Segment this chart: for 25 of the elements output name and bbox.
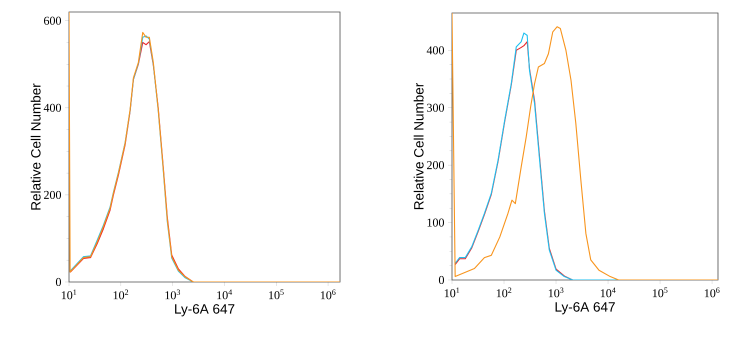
x-tick-label: 10$^{1}$ bbox=[444, 288, 460, 298]
x-axis-title: Ly-6A 647 bbox=[556, 302, 615, 314]
y-tick-label: 600 bbox=[44, 16, 62, 25]
x-tick-label: 10$^{1}$ bbox=[62, 290, 76, 300]
x-tick-label: 10$^{6}$ bbox=[704, 288, 720, 298]
x-tick-label: 10$^{5}$ bbox=[652, 288, 668, 298]
x-tick-label: 10$^{2}$ bbox=[496, 288, 512, 298]
y-tick-label: 400 bbox=[426, 46, 444, 54]
x-axis-title: Ly-6A 647 bbox=[175, 304, 234, 316]
y-tick-label: 0 bbox=[438, 276, 444, 284]
y-tick-label: 400 bbox=[44, 104, 62, 112]
y-tick-label: 200 bbox=[427, 161, 444, 170]
y-tick-label: 200 bbox=[44, 190, 62, 199]
x-tick-label: 10$^{6}$ bbox=[320, 290, 336, 300]
y-tick-label: 0 bbox=[56, 278, 62, 286]
y-axis-title: Relative Cell Number bbox=[30, 83, 41, 210]
x-tick-label: 10$^{3}$ bbox=[548, 288, 564, 298]
y-tick-label: 300 bbox=[427, 104, 444, 112]
y-tick-label: 100 bbox=[428, 218, 444, 227]
x-tick-label: 10$^{4}$ bbox=[217, 290, 232, 300]
y-axis-title: Relative Cell Number bbox=[414, 82, 424, 210]
x-tick-label: 10$^{5}$ bbox=[269, 290, 284, 300]
x-tick-label: 10$^{3}$ bbox=[165, 290, 180, 300]
x-tick-label: 10$^{4}$ bbox=[600, 288, 616, 298]
x-tick-label: 10$^{2}$ bbox=[114, 290, 128, 300]
